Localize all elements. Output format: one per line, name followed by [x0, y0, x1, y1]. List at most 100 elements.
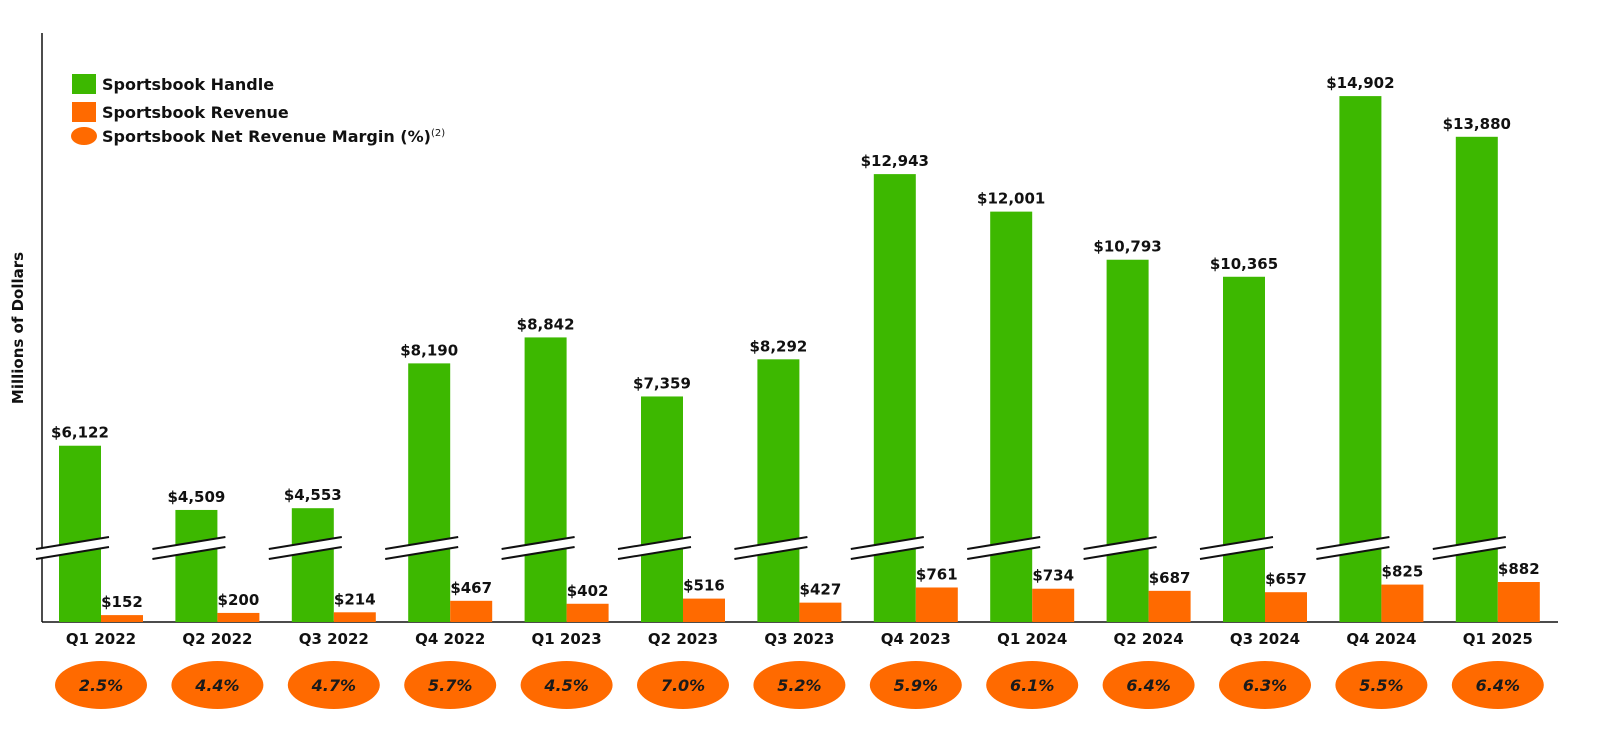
handle-bar: [291, 508, 334, 622]
axis-break-mark: [1199, 546, 1274, 560]
axis-break-mark: [850, 536, 924, 550]
handle-bar: [524, 337, 567, 622]
revenue-value-label: $467: [450, 579, 492, 597]
margin-value-label: 7.0%: [661, 676, 705, 695]
x-tick-label: Q2 2023: [648, 630, 718, 648]
handle-value-label: $10,365: [1210, 255, 1278, 273]
handle-value-label: $8,842: [517, 315, 575, 333]
axis-break-mark: [268, 536, 342, 550]
axis-break-mark: [734, 546, 808, 560]
x-tick-label: Q4 2024: [1346, 630, 1416, 648]
axis-break-mark: [152, 536, 226, 550]
handle-value-label: $4,509: [167, 488, 225, 506]
margin-ellipse: [404, 661, 497, 709]
axis-break-gap: [734, 537, 808, 559]
revenue-value-label: $687: [1149, 569, 1191, 587]
axis-break-mark: [1432, 546, 1506, 560]
legend-label-margin-sup: (2): [431, 128, 445, 139]
x-tick-label: Q1 2022: [66, 630, 136, 648]
margin-ellipse: [753, 661, 846, 709]
axis-break-gap: [1083, 537, 1157, 559]
margin-value-label: 5.9%: [894, 676, 938, 695]
axis-break-mark: [617, 536, 692, 550]
axis-break-mark: [1316, 536, 1390, 550]
axis-break-gap: [850, 537, 924, 559]
margin-ellipse: [171, 661, 264, 709]
margin-value-label: 4.5%: [543, 676, 588, 695]
revenue-value-label: $402: [567, 582, 609, 600]
revenue-bar: [1032, 588, 1075, 622]
legend: Sportsbook Handle Sportsbook Revenue Spo…: [71, 74, 445, 146]
handle-bar: [990, 211, 1033, 622]
revenue-value-label: $734: [1032, 567, 1074, 585]
revenue-bar: [450, 600, 493, 622]
revenue-bar: [101, 615, 143, 622]
axis-break-gap: [1316, 537, 1390, 559]
margin-ellipse: [287, 661, 380, 709]
handle-value-label: $8,190: [400, 341, 458, 359]
revenue-value-label: $761: [916, 565, 958, 583]
handle-value-label: $13,880: [1443, 115, 1511, 133]
axis-break-mark: [1083, 536, 1157, 550]
revenue-bar: [683, 598, 725, 622]
chart-marks: $6,122 $152 Q1 2022 2.5% $4,509 $200 Q2 2022 4.…: [35, 74, 1544, 709]
revenue-value-label: $152: [101, 593, 143, 611]
margin-value-label: 4.4%: [194, 676, 239, 695]
handle-bar: [59, 445, 101, 622]
legend-swatch-margin: [71, 127, 97, 145]
margin-ellipse: [520, 661, 613, 709]
x-tick-label: Q3 2023: [764, 630, 834, 648]
axis-break-mark: [501, 546, 575, 560]
handle-value-label: $4,553: [284, 486, 342, 504]
margin-value-label: 6.1%: [1010, 676, 1054, 695]
handle-value-label: $10,793: [1093, 238, 1161, 256]
handle-value-label: $14,902: [1326, 74, 1394, 92]
axis-break-mark: [35, 546, 110, 560]
handle-bar: [1106, 259, 1149, 622]
handle-value-label: $8,292: [749, 337, 807, 355]
axis-break-mark: [385, 536, 459, 550]
revenue-bar: [1381, 584, 1424, 622]
x-tick-label: Q2 2024: [1114, 630, 1184, 648]
legend-label-handle: Sportsbook Handle: [102, 75, 274, 94]
margin-value-label: 6.3%: [1243, 676, 1287, 695]
legend-label-revenue: Sportsbook Revenue: [102, 103, 289, 122]
x-tick-label: Q4 2022: [415, 630, 485, 648]
revenue-bar: [217, 612, 260, 622]
axis-break-mark: [734, 536, 808, 550]
revenue-value-label: $200: [218, 591, 260, 609]
axis-break-mark: [35, 536, 110, 550]
revenue-bar: [1497, 582, 1540, 622]
handle-bar: [408, 363, 451, 622]
revenue-value-label: $882: [1498, 560, 1540, 578]
x-tick-label: Q1 2025: [1463, 630, 1533, 648]
axis-break-mark: [268, 546, 342, 560]
axis-break-mark: [967, 536, 1041, 550]
margin-value-label: 4.7%: [311, 676, 356, 695]
margin-value-label: 2.5%: [79, 676, 123, 695]
axis-break-mark: [1083, 546, 1157, 560]
axis-break-gap: [618, 537, 691, 559]
axis-break-gap: [501, 537, 575, 559]
revenue-value-label: $825: [1382, 563, 1424, 581]
axis-break-gap: [152, 537, 226, 559]
margin-value-label: 6.4%: [1126, 676, 1170, 695]
axis-break-mark: [152, 546, 226, 560]
axis-break-gap: [967, 537, 1041, 559]
margin-ellipse: [55, 661, 147, 709]
revenue-bar: [333, 612, 376, 622]
margin-ellipse: [986, 661, 1079, 709]
axis-break-mark: [1199, 536, 1274, 550]
revenue-bar: [566, 603, 609, 622]
axis-break-gap: [1432, 537, 1506, 559]
margin-ellipse: [1102, 661, 1195, 709]
x-tick-label: Q4 2023: [881, 630, 951, 648]
axis-break-mark: [967, 546, 1041, 560]
handle-value-label: $6,122: [51, 424, 109, 442]
handle-value-label: $12,001: [977, 190, 1045, 208]
revenue-value-label: $516: [683, 577, 725, 595]
x-tick-label: Q3 2024: [1230, 630, 1300, 648]
axis-break-gap: [268, 537, 342, 559]
axis-break-mark: [617, 546, 692, 560]
